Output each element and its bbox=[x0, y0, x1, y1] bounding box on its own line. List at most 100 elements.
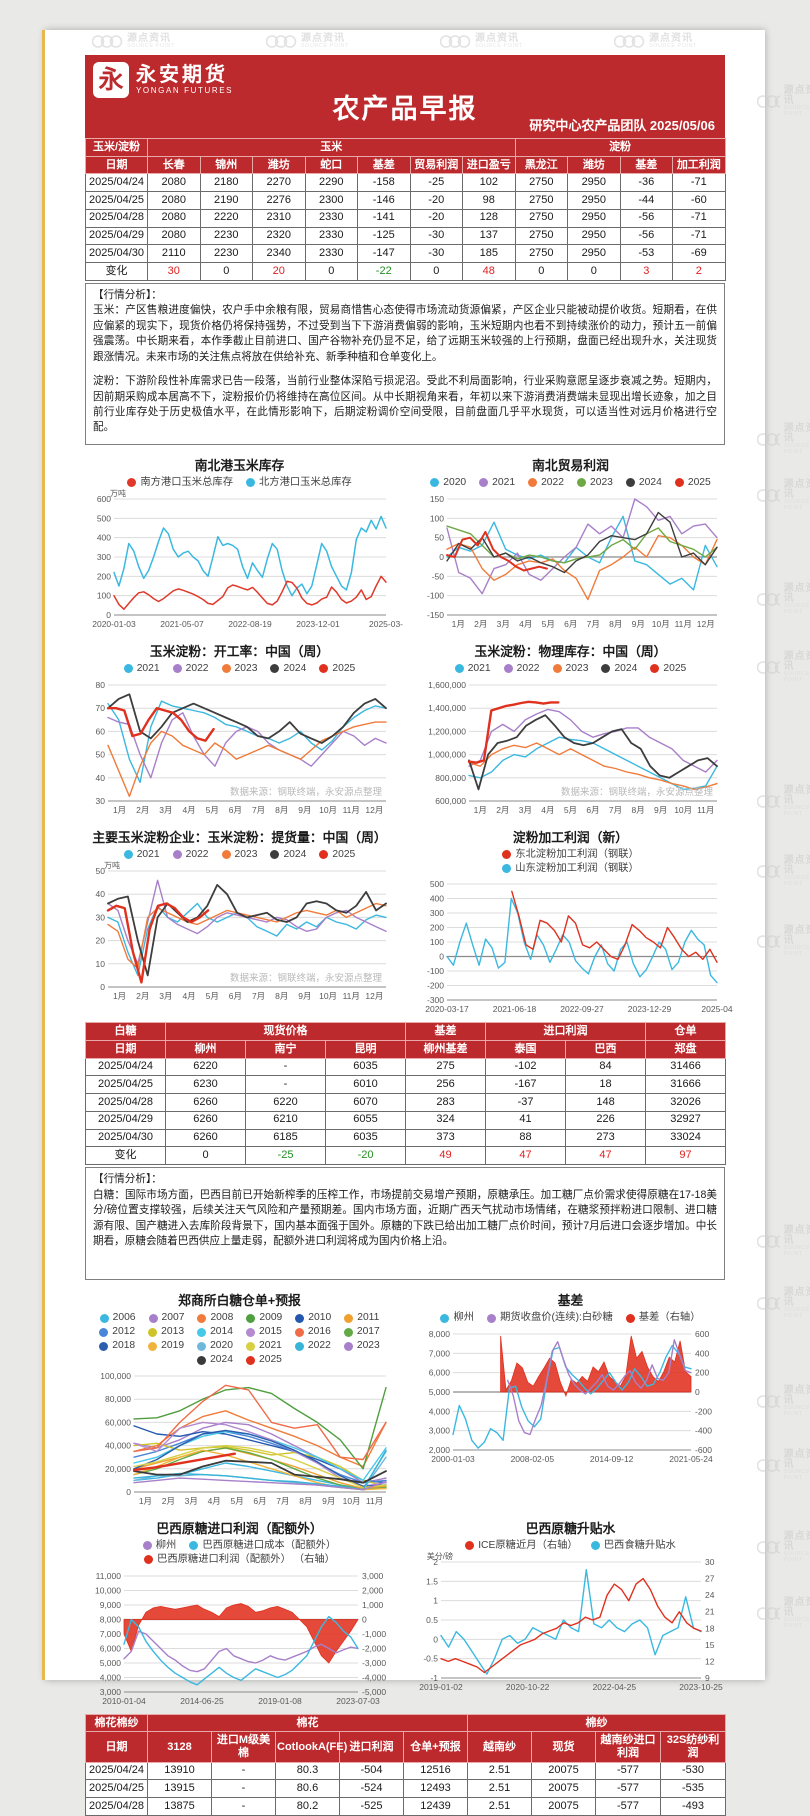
svg-text:12月: 12月 bbox=[365, 991, 383, 1001]
table-cell: 2.51 bbox=[467, 1761, 532, 1781]
analysis-paragraph: 淀粉：下游阶段性补库需求已告一段落，当前行业整体深陷亏损泥沼。受此不利局面影响，… bbox=[93, 375, 717, 434]
svg-text:-400: -400 bbox=[695, 1426, 712, 1436]
legend-marker-icon bbox=[99, 1313, 109, 1323]
legend-marker-icon bbox=[430, 478, 440, 488]
legend-item: 2022 bbox=[172, 848, 209, 862]
svg-text:300: 300 bbox=[96, 552, 110, 562]
svg-text:4月: 4月 bbox=[541, 805, 554, 815]
legend-item: 2021 bbox=[123, 662, 160, 676]
watermark-text-cn: 源点资讯 bbox=[783, 925, 810, 946]
legend-item: 2024 bbox=[197, 1353, 233, 1367]
legend-item: 2018 bbox=[99, 1339, 135, 1353]
table-column-header: 黑龙江 bbox=[514, 155, 569, 175]
table-cell: -102 bbox=[485, 1057, 567, 1077]
table-group-header-cell: 棉花棉纱 bbox=[85, 1713, 148, 1733]
legend-marker-icon bbox=[294, 1327, 304, 1337]
svg-text:10月: 10月 bbox=[651, 619, 669, 629]
chart-canvas-zce-sugar-warehouse-receipts: 0 20,000 40,000 60,000 80,000 100,000 1月 2月 3月 4月… bbox=[100, 1371, 387, 1506]
table-cell: -71 bbox=[672, 208, 726, 228]
svg-text:10: 10 bbox=[95, 958, 105, 968]
table-cell: 128 bbox=[462, 208, 516, 228]
table-change-cell: 0 bbox=[409, 262, 463, 281]
table-column-header: 南宁 bbox=[245, 1040, 326, 1059]
table-column-header: 日期 bbox=[85, 155, 148, 175]
legend-marker-icon bbox=[221, 850, 231, 860]
legend-item: 柳州 bbox=[440, 1311, 474, 1325]
legend-label: 2020 bbox=[443, 476, 467, 488]
table-column-header: CotlookA(FE) bbox=[275, 1731, 347, 1763]
svg-text:18: 18 bbox=[705, 1623, 715, 1633]
table-cell: -535 bbox=[660, 1779, 726, 1799]
svg-text:3月: 3月 bbox=[518, 805, 531, 815]
table-cell: 2190 bbox=[199, 191, 253, 210]
table-change-cell: 3 bbox=[619, 262, 674, 281]
table-cell: 80.3 bbox=[275, 1761, 340, 1781]
svg-text:-300: -300 bbox=[426, 995, 443, 1005]
table-column-header: 潍坊 bbox=[567, 155, 621, 175]
legend-marker-icon bbox=[487, 1313, 497, 1323]
table-cell: -53 bbox=[619, 244, 674, 264]
legend-marker-icon bbox=[295, 1313, 305, 1323]
svg-text:2021-05-24: 2021-05-24 bbox=[669, 1454, 713, 1464]
svg-text:数据来源：钢联终端，永安源点整理: 数据来源：钢联终端，永安源点整理 bbox=[229, 786, 382, 798]
svg-text:800,000: 800,000 bbox=[435, 772, 466, 782]
table-column-header: 日期 bbox=[85, 1040, 166, 1059]
chart-corn-starch-physical-inventory: 玉米淀粉：物理库存：中国（周） 2021 2022 2023 2024 2025 600,0… bbox=[416, 639, 725, 815]
svg-text:11月: 11月 bbox=[342, 805, 359, 815]
table-cell: 2950 bbox=[567, 208, 621, 228]
table-cell: 2320 bbox=[252, 226, 306, 246]
svg-text:5,000: 5,000 bbox=[428, 1387, 450, 1397]
legend-label: 2025 bbox=[332, 662, 356, 674]
table-group-header-cell: 玉米 bbox=[147, 138, 516, 157]
legend-item: 2021 bbox=[479, 476, 515, 490]
svg-text:1,000: 1,000 bbox=[362, 1600, 384, 1610]
svg-text:-600: -600 bbox=[695, 1445, 712, 1455]
table-cell: 2750 bbox=[514, 226, 569, 246]
table-cell: 2330 bbox=[304, 226, 358, 246]
svg-text:5月: 5月 bbox=[563, 805, 576, 815]
legend-item: 2025 bbox=[650, 662, 686, 676]
table-cell: 13875 bbox=[147, 1797, 212, 1816]
legend-label: 2008 bbox=[210, 1312, 234, 1324]
watermark-text-en: SOURCE POINT bbox=[783, 1551, 810, 1563]
table-group-header-cell: 仓单 bbox=[645, 1022, 727, 1042]
svg-text:4,000: 4,000 bbox=[99, 1672, 121, 1682]
table-cell: 2340 bbox=[252, 244, 306, 264]
table-row: 2025/04/29 6260 6210 6055 324 41 226 32927 bbox=[85, 1110, 727, 1130]
chart-canvas-corn-starch-physical-inventory: 600,000 800,000 1,000,000 1,200,000 1,400,00… bbox=[428, 680, 718, 815]
table-row: 2025/04/24 13910-80.3 -504 12516 2.51 20075 -5… bbox=[85, 1761, 726, 1781]
chart-title: 基差 bbox=[557, 1293, 584, 1309]
table-cell: -69 bbox=[672, 244, 726, 264]
legend-label: 2021 bbox=[492, 476, 516, 488]
watermark-text-cn: 源点资讯 bbox=[783, 583, 810, 604]
table-cell: 80.6 bbox=[275, 1779, 340, 1799]
table-cell: -577 bbox=[595, 1761, 661, 1781]
table-column-header: 巴西 bbox=[565, 1040, 647, 1059]
svg-text:7月: 7月 bbox=[276, 1496, 289, 1506]
svg-text:-200: -200 bbox=[426, 981, 443, 991]
svg-text:150: 150 bbox=[429, 494, 443, 504]
table-cell: 20075 bbox=[531, 1761, 596, 1781]
table-row: 2025/04/25 13915-80.6 -524 12493 2.51 20075 -5… bbox=[85, 1779, 726, 1799]
legend-label: 2022 bbox=[307, 1340, 331, 1352]
svg-text:8,000: 8,000 bbox=[428, 1329, 450, 1339]
legend-label: ICE原糖近月（右轴） bbox=[478, 1540, 578, 1552]
table-cell: -44 bbox=[619, 191, 674, 210]
table-row: 2025/04/28 2080 2220 2310 2330 -141 -20 128 2750… bbox=[85, 208, 726, 228]
table-cell: 2750 bbox=[514, 244, 569, 264]
svg-text:2023-12-01: 2023-12-01 bbox=[296, 619, 340, 629]
svg-text:1,200,000: 1,200,000 bbox=[428, 726, 466, 736]
analysis-label: 【行情分析】： bbox=[93, 1173, 162, 1186]
table-cell: -530 bbox=[660, 1761, 726, 1781]
svg-text:万吨: 万吨 bbox=[110, 488, 126, 498]
legend-label: 2021 bbox=[259, 1340, 282, 1352]
masthead: 永 永安期货 YONGAN FUTURES 农产品早报 研究中心农产品团队 20… bbox=[85, 55, 725, 138]
legend-item: 2023 bbox=[221, 662, 257, 676]
svg-text:-100: -100 bbox=[426, 966, 443, 976]
legend-label: 2023 bbox=[590, 476, 613, 488]
table-cotton-yarn: 棉花棉纱 棉花 棉纱 日期 3128 进口M级美棉 CotlookA(FE) 进口利润 仓单+预… bbox=[85, 1713, 726, 1816]
watermark-text-en: SOURCE POINT bbox=[783, 1307, 810, 1319]
svg-text:0: 0 bbox=[362, 1614, 367, 1624]
legend-label: 期货收盘价(连续):白砂糖 bbox=[500, 1312, 613, 1324]
report-title: 农产品早报 bbox=[332, 94, 478, 124]
